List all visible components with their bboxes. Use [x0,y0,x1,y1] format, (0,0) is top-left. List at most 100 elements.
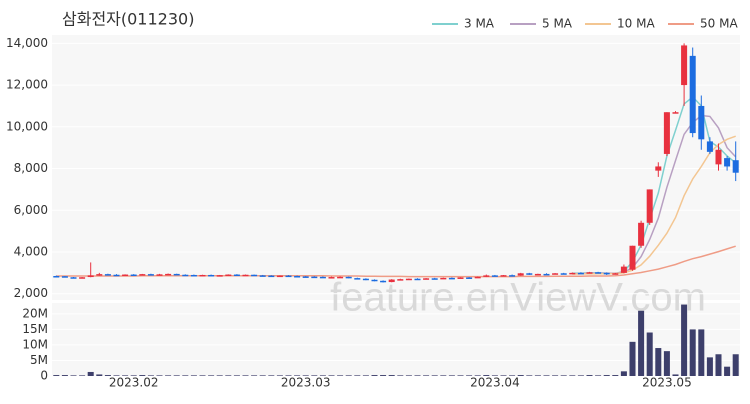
volume-bar [242,375,249,376]
volume-bar [208,375,215,376]
volume-bar [526,375,533,376]
candle-body [259,275,266,277]
candle-body [276,275,283,278]
volume-bar [732,354,739,376]
y-tick-label: 8,000 [14,161,48,175]
volume-bar [414,375,421,376]
volume-bar [491,375,498,376]
volume-bar [122,375,129,376]
candle-body [216,275,223,277]
volume-tick-label: 15M [22,322,48,336]
candle-body [380,280,387,283]
candle-body [268,275,275,278]
legend-label: 10 MA [617,17,655,31]
volume-bar [457,375,464,376]
volume-bar [405,375,412,376]
candle-body [414,278,421,281]
volume-tick-label: 5M [30,353,48,367]
candle-body [689,55,696,134]
x-tick-label: 2023.02 [109,376,159,390]
candle-body [483,275,490,277]
volume-bar [431,375,438,376]
candle-body [122,274,129,277]
volume-bar [448,375,455,376]
candle-body [724,158,731,167]
volume-bar [362,375,369,376]
volume-panel [52,303,740,376]
volume-bar [233,375,240,376]
candle-body [79,277,86,279]
volume-bar [139,375,146,376]
volume-bar [182,375,189,376]
candle-body [423,278,430,280]
volume-bar [483,375,490,376]
volume-bar [268,375,275,376]
candle-body [190,274,197,277]
volume-bar [302,375,309,376]
candle-body [208,274,215,277]
volume-bar [423,375,430,376]
candle-body [526,273,533,275]
candle-body [698,105,705,140]
volume-tick-label: 10M [22,337,48,351]
volume-bar [603,375,610,376]
volume-bar [672,374,679,376]
candle-body [509,275,516,277]
candle-body [457,277,464,279]
candle-body [354,278,361,280]
volume-bar [655,348,662,376]
candle-body [53,276,60,278]
volume-tick-label: 20M [22,306,48,320]
volume-bar [96,374,103,376]
candle-body [371,279,378,282]
candle-body [569,272,576,275]
volume-bar [543,375,550,376]
candle-body [362,278,369,281]
ma-line [56,245,736,278]
candle-body [663,112,670,154]
y-tick-label: 10,000 [6,119,48,133]
legend-label: 50 MA [700,17,738,31]
candle-body [251,274,258,277]
candle-body [139,274,146,276]
candle-body [646,189,653,223]
candle-body [603,272,610,275]
candle-body [732,160,739,173]
candle-body [706,141,713,152]
candle-body [165,273,172,276]
volume-bar [620,371,627,376]
volume-bar [259,375,266,376]
volume-bar [388,375,395,376]
chart-title: 삼화전자(011230) [62,10,194,29]
candle-body [681,45,688,86]
volume-bar [87,371,94,376]
candle-body [534,273,541,276]
volume-bar [251,375,258,376]
volume-bar [612,375,619,376]
volume-bar [560,375,567,376]
legend-label: 5 MA [542,17,573,31]
candle-body [242,274,249,277]
candle-body [173,273,180,276]
volume-bar [552,375,559,376]
candle-body [552,273,559,275]
candle-body [638,222,645,246]
candle-body [560,273,567,275]
legend-label: 3 MA [464,17,495,31]
volume-bar [354,375,361,376]
candle-body [612,273,619,275]
candle-body [156,274,163,276]
candle-body [629,245,636,270]
candle-body [595,272,602,274]
candle-body [225,274,232,277]
candle-body [337,276,344,279]
volume-bar [681,304,688,376]
candle-body [87,275,94,278]
volume-bar [698,329,705,376]
volume-bar [638,310,645,376]
candle-body [388,279,395,283]
volume-bar [311,375,318,376]
volume-bar [79,375,86,376]
volume-bar [371,375,378,376]
